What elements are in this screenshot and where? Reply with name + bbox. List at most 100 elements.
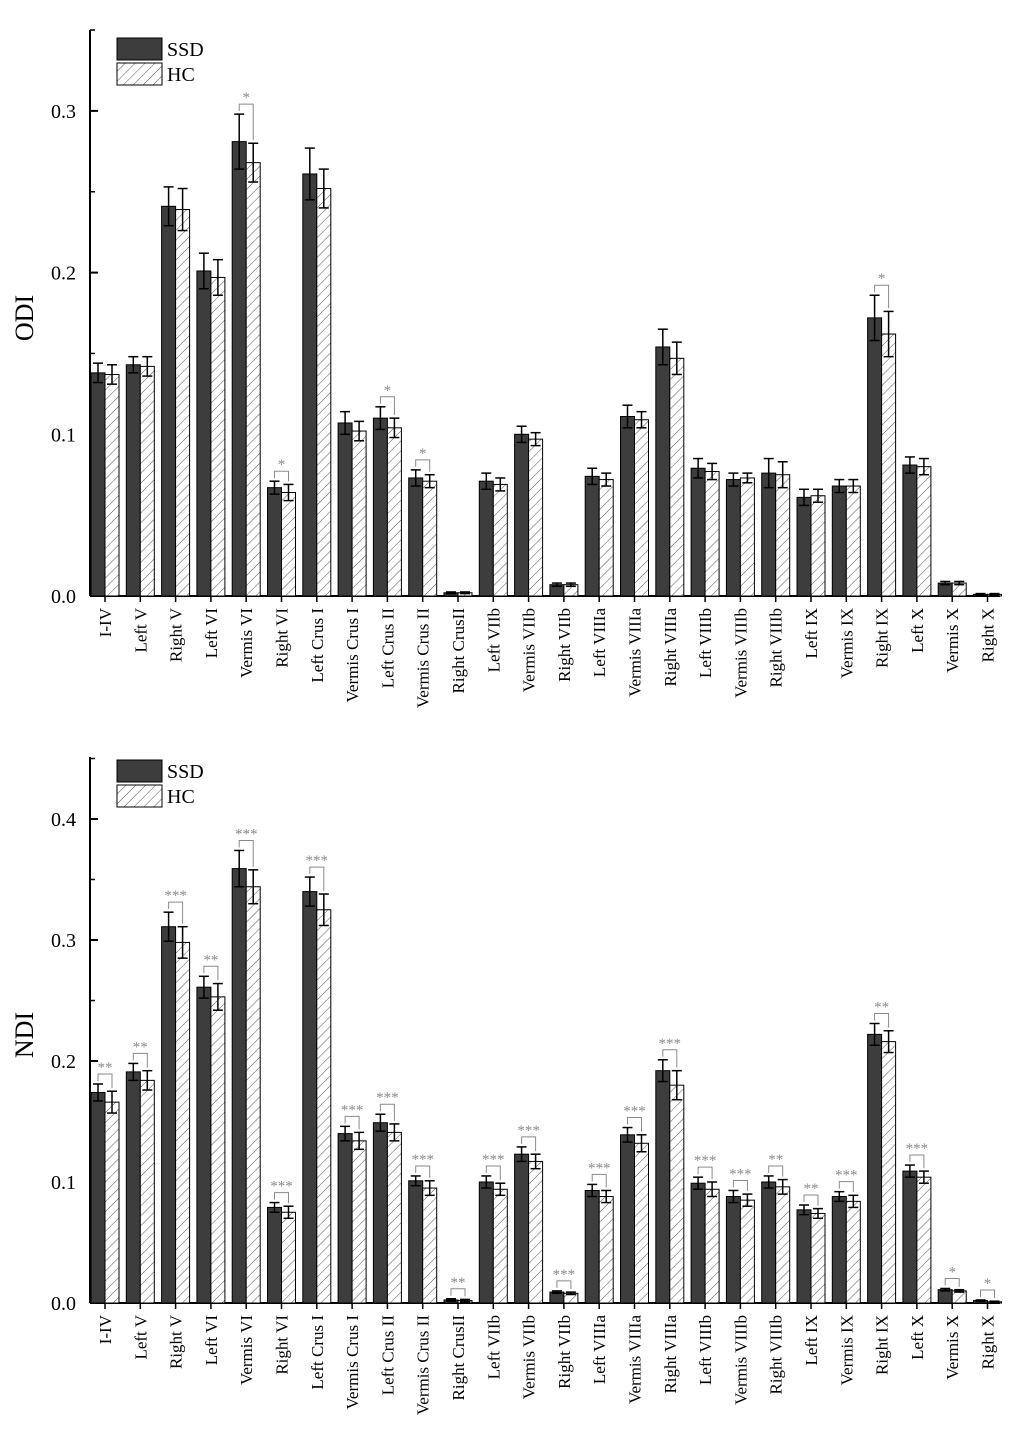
significance-bracket — [768, 1165, 784, 1177]
bar-group: ** Right CrusII — [443, 1275, 473, 1400]
bar-hc — [669, 1084, 685, 1304]
bar-ssd — [161, 205, 177, 597]
significance-stars: * — [242, 90, 250, 106]
x-tick-label: Vermis Crus II — [414, 1315, 433, 1415]
legend: SSD HC — [116, 759, 204, 808]
bar-ssd — [372, 1122, 388, 1304]
x-tick-label: Left VIIIa — [590, 608, 609, 678]
x-tick-label: Vermis Crus I — [343, 1315, 362, 1410]
x-tick-label: Vermis VIIb — [520, 608, 539, 692]
bar-group: ** Left IX — [796, 1181, 826, 1366]
bar-hc — [916, 466, 932, 597]
y-tick-label: 0.2 — [51, 263, 76, 285]
bar-ssd — [125, 1071, 141, 1304]
bar-hc — [634, 419, 649, 597]
significance-stars: ** — [804, 1181, 819, 1197]
bar-ssd — [831, 485, 847, 597]
bar-group: Right VIIIa — [655, 328, 685, 687]
x-tick-label: Left IX — [802, 1315, 821, 1366]
significance-stars: * — [419, 446, 427, 462]
bar-ssd — [302, 891, 318, 1304]
significance-stars: *** — [341, 1102, 364, 1118]
x-tick-label: Right VIIb — [555, 1315, 574, 1389]
significance-stars: ** — [874, 999, 889, 1015]
bar-ssd — [372, 417, 388, 597]
bar-group: Left VIIb — [478, 472, 508, 672]
bar-group: * Right IX — [867, 271, 897, 668]
bar-hc — [916, 1176, 932, 1304]
bar-hc — [104, 1101, 120, 1304]
significance-bracket — [97, 1073, 113, 1089]
significance-stars: *** — [659, 1036, 682, 1052]
bar-group: *** Vermis Crus II — [408, 1152, 438, 1415]
y-tick-label: 0.3 — [51, 101, 76, 123]
significance-bracket — [238, 839, 254, 867]
bar-ssd — [337, 1133, 353, 1304]
bar-ssd — [408, 477, 424, 597]
bar-ssd — [267, 1206, 282, 1304]
significance-bracket — [909, 1154, 925, 1169]
significance-stars: * — [278, 457, 286, 473]
bar-group: *** Vermis Crus I — [337, 1102, 367, 1410]
bar-ssd — [584, 1189, 600, 1304]
bar-group: *** Right VI — [267, 1179, 296, 1375]
x-tick-label: Left VIIIa — [590, 1315, 609, 1385]
x-tick-label: Left X — [908, 1315, 927, 1360]
x-tick-label: Right V — [167, 1314, 186, 1369]
bar-ssd — [125, 364, 141, 597]
bar-group: I-IV — [90, 362, 120, 637]
significance-stars: *** — [517, 1123, 540, 1139]
bar-ssd — [90, 1091, 106, 1304]
bar-group: Vermis VIIIb — [725, 472, 755, 698]
significance-stars: *** — [553, 1267, 576, 1283]
x-tick-label: Vermis VIIIb — [731, 608, 750, 698]
bar-group: *** Right VIIIa — [655, 1036, 685, 1394]
x-tick-label: Left IX — [802, 608, 821, 659]
significance-stars: *** — [623, 1104, 646, 1120]
bar-ssd — [937, 1289, 953, 1304]
bar-ssd — [196, 986, 212, 1304]
x-tick-label: Vermis VIIIa — [626, 608, 645, 697]
bar-hc — [386, 427, 402, 597]
x-tick-label: Vermis IX — [837, 1315, 856, 1385]
significance-bracket — [838, 1181, 854, 1193]
bar-group: *** Vermis VIIIa — [620, 1104, 649, 1404]
bar-ssd — [690, 467, 706, 597]
significance-bracket — [591, 1173, 607, 1188]
bar-group: Left V — [125, 355, 155, 653]
significance-bracket — [732, 1179, 748, 1192]
bar-group: Left VI — [196, 252, 226, 658]
bar-group: *** Vermis VIIIb — [725, 1166, 755, 1405]
bar-hc — [351, 1140, 367, 1304]
bar-hc — [245, 886, 261, 1304]
significance-bracket — [309, 866, 325, 892]
bar-ssd — [725, 479, 741, 597]
bar-group: * Vermis X — [937, 1264, 967, 1380]
bar-group: *** Left X — [902, 1141, 932, 1360]
bar-group: *** Vermis VI — [231, 826, 261, 1385]
x-tick-label: Right VIIb — [555, 608, 574, 682]
significance-bracket — [521, 1136, 537, 1152]
bar-group: Right CrusII — [443, 591, 473, 693]
bar-hc — [634, 1142, 649, 1304]
bar-hc — [881, 333, 897, 597]
bar-hc — [281, 1211, 296, 1304]
significance-bracket — [874, 284, 890, 309]
bar-ssd — [655, 1070, 671, 1304]
bar-group: Left VIIIb — [690, 457, 720, 678]
bar-ssd — [584, 475, 600, 597]
bar-ssd — [796, 1209, 812, 1304]
x-tick-label: Right X — [979, 608, 998, 662]
bar-hc — [704, 470, 720, 597]
x-tick-label: Vermis Crus I — [343, 608, 362, 703]
significance-bracket — [344, 1115, 360, 1130]
significance-stars: *** — [906, 1141, 929, 1157]
bar-group: * Right X — [973, 1276, 1002, 1369]
bar-group: Vermis X — [937, 580, 967, 673]
bar-hc — [528, 438, 544, 597]
significance-bracket — [379, 396, 395, 416]
bar-group: * Left Crus II — [372, 383, 402, 688]
significance-bracket — [132, 1052, 148, 1068]
